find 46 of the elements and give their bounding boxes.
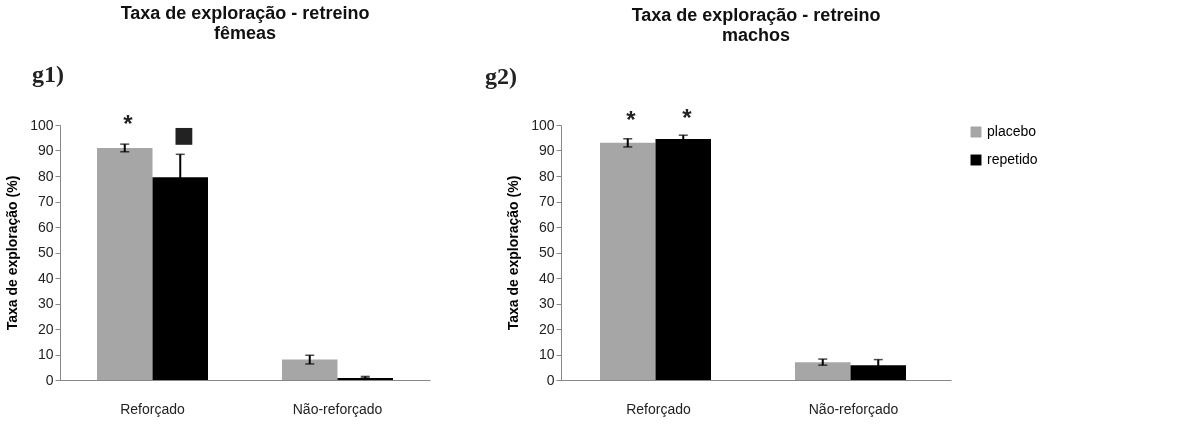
bar [282, 359, 338, 380]
y-tick-label: 80 [538, 167, 555, 184]
y-tick-label: 30 [37, 295, 54, 311]
text: g1) [32, 61, 64, 87]
y-tick-label: 60 [37, 218, 54, 235]
legend-label: repetido [987, 151, 1038, 167]
y-tick-label: 90 [538, 142, 555, 158]
y-tick-label: 10 [37, 346, 54, 362]
text: machos [721, 25, 791, 45]
text: Taxa de exploração - retreino [631, 5, 881, 25]
y-tick-label: 10 [538, 346, 555, 362]
bar [795, 362, 851, 380]
legend-label: placebo [987, 123, 1037, 139]
y-axis-title: Taxa de exploração (%) [505, 175, 522, 331]
x-tick-label: Não-reforçado [808, 400, 899, 417]
bar [97, 147, 153, 380]
y-tick-label: 50 [37, 244, 54, 260]
bar [600, 142, 656, 380]
x-tick-label: Reforçado [120, 400, 186, 417]
bar [337, 377, 393, 380]
x-tick-label: Não-reforçado [292, 400, 383, 417]
y-tick-label: 50 [538, 244, 555, 260]
annotation: ■ [173, 122, 195, 147]
y-tick-label: 20 [37, 320, 54, 337]
y-tick-label: 30 [538, 295, 555, 311]
annotation: * [626, 106, 637, 133]
annotation: * [123, 110, 134, 137]
text: Taxa de exploração - retreino [120, 3, 370, 23]
y-tick-label: 70 [37, 193, 54, 209]
bar [655, 139, 711, 380]
y-tick-label: 70 [538, 193, 555, 209]
y-tick-label: 60 [538, 218, 555, 235]
y-tick-label: 20 [538, 320, 555, 337]
y-tick-label: 90 [37, 142, 54, 158]
y-tick-label: 100 [531, 116, 555, 133]
text: g2) [485, 63, 517, 89]
annotation: * [682, 104, 693, 131]
y-axis-title: Taxa de exploração (%) [4, 175, 21, 331]
y-tick-label: 40 [37, 269, 54, 286]
y-tick-label: 100 [30, 116, 54, 133]
y-tick-label: 0 [546, 371, 555, 388]
y-tick-label: 40 [538, 269, 555, 286]
text: fêmeas [213, 23, 277, 43]
y-tick-label: 80 [37, 167, 54, 184]
x-tick-label: Reforçado [626, 400, 692, 417]
y-tick-label: 0 [45, 371, 54, 388]
